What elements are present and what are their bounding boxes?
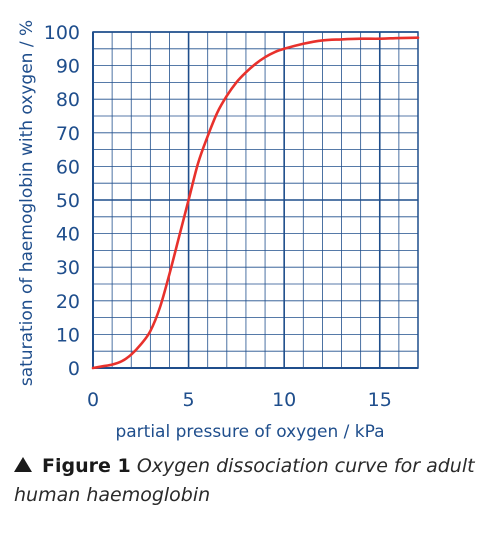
y-tick-label: 0: [68, 358, 80, 380]
figure-label: Figure 1: [42, 455, 131, 477]
x-tick-label: 5: [183, 389, 195, 411]
x-tick-labels: 0 5 10 15: [87, 389, 392, 411]
curve-layer: [91, 36, 420, 370]
y-tick-label: 100: [44, 22, 80, 44]
x-axis-label: partial pressure of oxygen / kPa: [115, 422, 384, 442]
y-tick-label: 20: [56, 291, 80, 313]
y-tick-label: 80: [56, 89, 80, 111]
y-tick-labels: 0 10 20 30 40 50 60 70 80 90 100: [44, 22, 80, 380]
y-tick-label: 70: [56, 123, 80, 145]
chart: 0 5 10 15 0 10 20 30 40 50 60 70 80 90 100 partial pr…: [17, 20, 420, 442]
x-tick-label: 0: [87, 389, 99, 411]
y-tick-label: 60: [56, 156, 80, 178]
figure-caption: Figure 1 Oxygen dissociation curve for a…: [14, 452, 484, 510]
y-tick-label: 90: [56, 56, 80, 78]
caption-text: Oxygen dissociation curve for adult huma…: [14, 455, 475, 506]
x-tick-label: 10: [272, 389, 296, 411]
y-tick-label: 50: [56, 190, 80, 212]
y-tick-label: 10: [56, 324, 80, 346]
dissociation-curve: [91, 36, 420, 370]
y-axis-label: saturation of haemoglobin with oxygen / …: [17, 20, 37, 386]
x-tick-label: 15: [368, 389, 392, 411]
grid: [92, 31, 419, 369]
triangle-icon: [14, 457, 32, 472]
y-tick-label: 30: [56, 257, 80, 279]
y-tick-label: 40: [56, 224, 80, 246]
